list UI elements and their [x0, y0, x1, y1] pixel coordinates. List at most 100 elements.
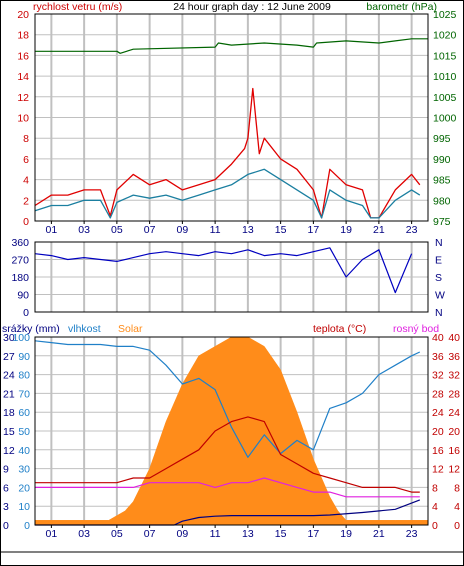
dew-point-tick-label: 20 — [448, 426, 460, 438]
rain-tick-label: 21 — [3, 388, 15, 400]
x-tick-label: 09 — [177, 224, 189, 236]
rain-tick-label: 18 — [3, 407, 15, 419]
humidity-tick-label: 90 — [18, 351, 30, 363]
temperature-tick-label: 12 — [432, 464, 444, 476]
rain-tick-label: 24 — [3, 370, 15, 382]
wind-speed-tick-label: 20 — [17, 9, 29, 21]
wind-speed-tick-label: 8 — [23, 133, 29, 145]
wind-speed-tick-label: 18 — [17, 30, 29, 42]
plot-frame — [34, 241, 429, 313]
dew-point-tick-label: 24 — [448, 407, 460, 419]
wind-speed-tick-label: 10 — [17, 113, 29, 125]
direction-degree-label: 360 — [11, 237, 29, 249]
rain-tick-label: 30 — [3, 332, 15, 344]
temperature-line — [35, 416, 420, 493]
wind-speed-tick-label: 0 — [23, 216, 29, 228]
dew-point-tick-label: 40 — [448, 332, 460, 344]
x-tick-label: 01 — [46, 224, 58, 236]
pressure-tick-label: 1000 — [433, 113, 457, 125]
pressure-tick-label: 1005 — [433, 92, 457, 104]
temperature-tick-label: 40 — [432, 332, 444, 344]
x-tick-label: 05 — [111, 224, 123, 236]
x-tick-label: 09 — [177, 528, 189, 540]
pressure-tick-label: 1025 — [433, 9, 457, 21]
rain-tick-label: 27 — [3, 351, 15, 363]
wind-gust-line — [34, 87, 421, 219]
dew-point-tick-label: 0 — [454, 520, 460, 532]
x-tick-label: 03 — [78, 528, 90, 540]
dew-point-line — [35, 477, 420, 498]
x-tick-label: 17 — [308, 224, 320, 236]
x-tick-label: 07 — [144, 528, 156, 540]
pressure-tick-label: 975 — [433, 216, 451, 228]
solar-legend-label: Solar — [118, 323, 143, 335]
temperature-axis-title: teplota (°C) — [313, 323, 366, 335]
dew-point-tick-label: 36 — [448, 351, 460, 363]
chart-title: 24 hour graph day : 12 June 2009 — [173, 1, 331, 13]
x-tick-label: 19 — [340, 528, 352, 540]
humidity-tick-label: 0 — [24, 520, 30, 532]
compass-direction-label: N — [435, 237, 443, 249]
plot-frame — [34, 336, 429, 526]
dew-point-tick-label: 8 — [454, 482, 460, 494]
pressure-tick-label: 1010 — [433, 71, 457, 83]
pressure-line — [35, 38, 428, 54]
x-tick-label: 13 — [242, 528, 254, 540]
x-tick-label: 07 — [144, 224, 156, 236]
wind-direction-line — [34, 247, 413, 294]
humidity-tick-label: 50 — [18, 426, 30, 438]
wind-speed-tick-label: 2 — [23, 195, 29, 207]
rain-axis-title: srážky (mm) — [2, 323, 60, 335]
x-tick-label: 19 — [340, 224, 352, 236]
temperature-tick-label: 0 — [432, 520, 438, 532]
dew-point-tick-label: 32 — [448, 370, 460, 382]
pressure-tick-label: 985 — [433, 175, 451, 187]
rain-tick-label: 3 — [3, 501, 9, 513]
compass-direction-label: E — [435, 255, 442, 267]
x-tick-label: 15 — [275, 224, 287, 236]
x-tick-label: 21 — [373, 528, 385, 540]
rain-tick-label: 0 — [3, 520, 9, 532]
direction-degree-label: 90 — [17, 290, 29, 302]
pressure-tick-label: 1015 — [433, 50, 457, 62]
humidity-axis-title: vlhkost — [68, 323, 101, 335]
pressure-tick-label: 1020 — [433, 30, 457, 42]
humidity-tick-label: 80 — [18, 370, 30, 382]
temperature-tick-label: 16 — [432, 445, 444, 457]
temperature-tick-label: 28 — [432, 388, 444, 400]
wind-speed-tick-label: 14 — [17, 71, 29, 83]
x-tick-label: 21 — [373, 224, 385, 236]
humidity-tick-label: 20 — [18, 482, 30, 494]
temperature-tick-label: 4 — [432, 501, 438, 513]
pressure-tick-label: 995 — [433, 133, 451, 145]
x-tick-label: 01 — [46, 528, 58, 540]
humidity-tick-label: 30 — [18, 464, 30, 476]
pressure-axis-title: barometr (hPa) — [366, 1, 437, 13]
x-tick-label: 03 — [78, 224, 90, 236]
wind-speed-tick-label: 6 — [23, 154, 29, 166]
dew-point-tick-label: 12 — [448, 464, 460, 476]
rain-line — [35, 499, 421, 526]
humidity-tick-label: 10 — [18, 501, 30, 513]
temperature-tick-label: 8 — [432, 482, 438, 494]
compass-direction-label: S — [435, 272, 442, 284]
temperature-tick-label: 36 — [432, 351, 444, 363]
x-tick-label: 17 — [308, 528, 320, 540]
wind-average-line — [34, 168, 421, 219]
plot-frame — [34, 13, 429, 222]
wind-speed-tick-label: 12 — [17, 92, 29, 104]
temperature-tick-label: 32 — [432, 370, 444, 382]
x-tick-label: 15 — [275, 528, 287, 540]
dew-point-tick-label: 16 — [448, 445, 460, 457]
dew-point-tick-label: 28 — [448, 388, 460, 400]
x-tick-label: 13 — [242, 224, 254, 236]
direction-degree-label: 270 — [11, 255, 29, 267]
x-tick-label: 11 — [210, 224, 221, 236]
direction-degree-label: 180 — [11, 272, 29, 284]
compass-direction-label: N — [435, 307, 443, 319]
wind-speed-tick-label: 16 — [17, 50, 29, 62]
humidity-tick-label: 60 — [18, 407, 30, 419]
humidity-tick-label: 70 — [18, 388, 30, 400]
